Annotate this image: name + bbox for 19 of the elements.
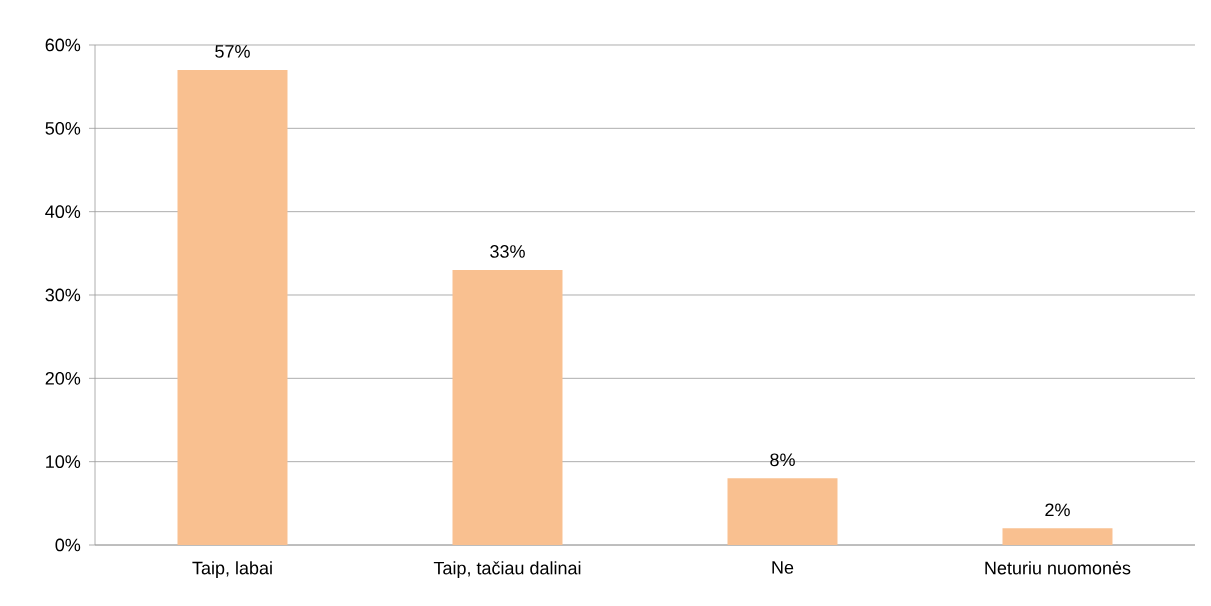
y-tick-label: 30% <box>45 288 81 302</box>
y-tick-label: 60% <box>45 38 81 52</box>
x-tick-label: Ne <box>772 561 794 574</box>
y-tick-label: 0% <box>55 538 81 552</box>
y-tick-label: 20% <box>45 371 81 385</box>
x-tick-label: Taip, tačiau dalinai <box>433 561 581 579</box>
bar <box>1002 528 1113 545</box>
y-tick-label: 50% <box>45 121 81 135</box>
data-label: 8% <box>770 453 795 467</box>
y-tick-label: 40% <box>45 205 81 219</box>
bar <box>177 70 288 545</box>
bar <box>727 478 838 545</box>
data-label: 2% <box>1045 503 1070 517</box>
x-tick-label: Taip, labai <box>192 561 272 578</box>
data-label: 33% <box>490 245 525 258</box>
bar <box>452 270 563 545</box>
y-tick-label: 10% <box>46 455 81 469</box>
x-tick-label: Neturiu nuomonės <box>985 561 1131 575</box>
data-label: 57% <box>215 45 250 58</box>
